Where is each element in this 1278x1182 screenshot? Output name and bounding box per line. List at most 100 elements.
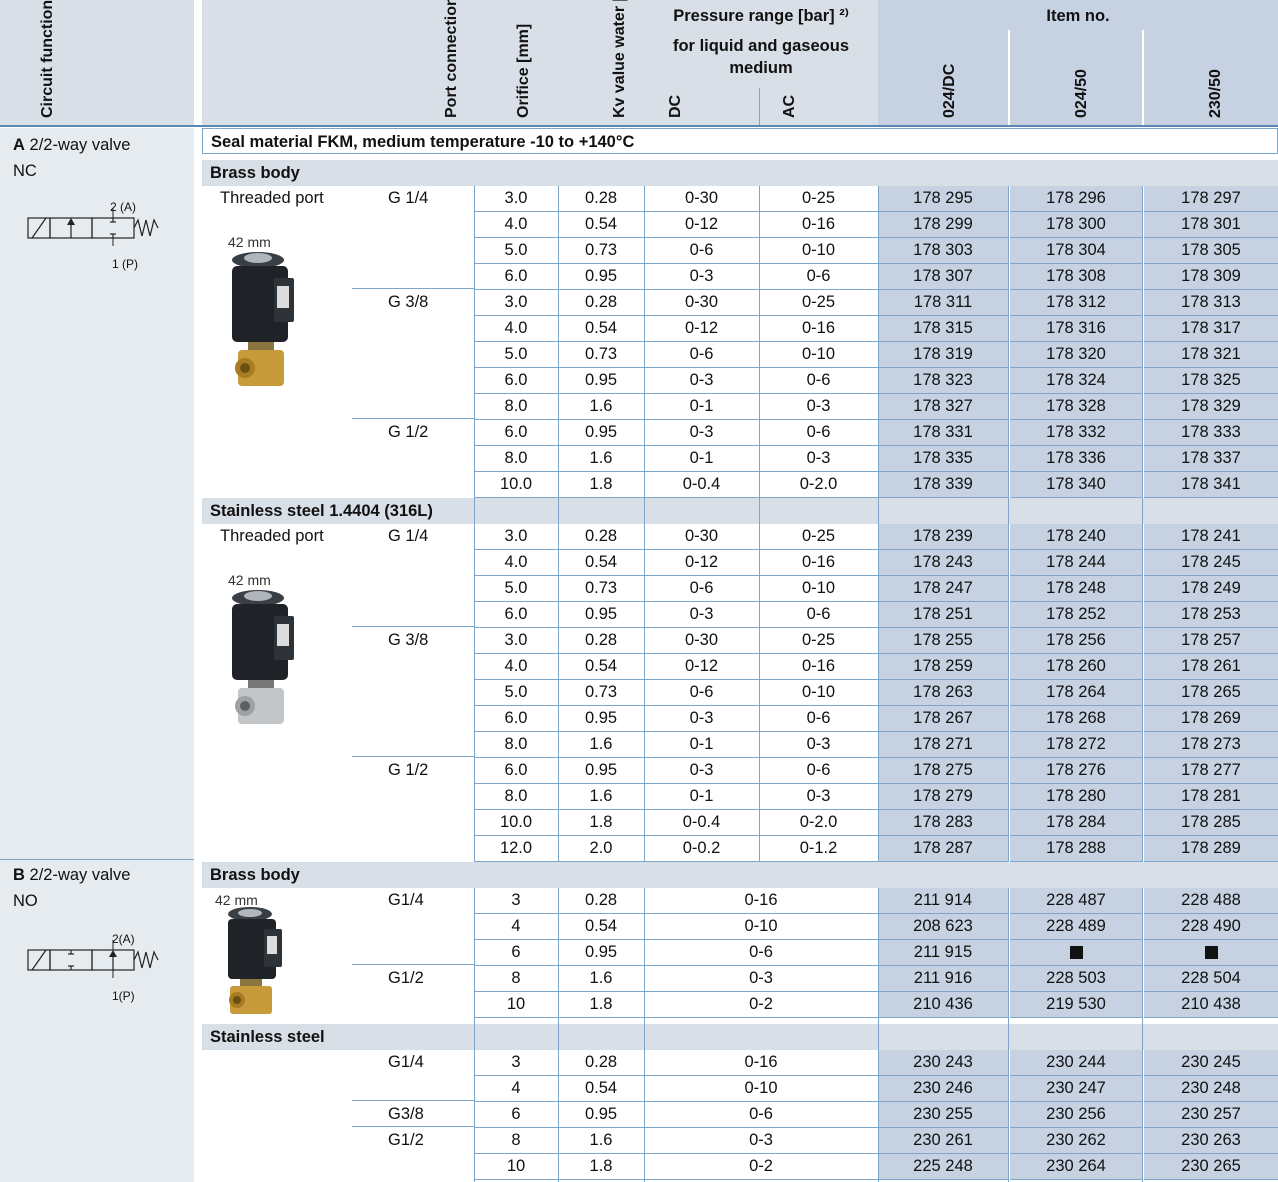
not-available-icon [1204, 946, 1218, 960]
item-no-cell: 178 273 [1144, 732, 1278, 758]
orifice-cell: 6.0 [474, 758, 558, 784]
table-row: G 3/8 3.0 0.28 0-30 0-25 178 255 178 256 178 25… [0, 628, 1278, 654]
header-item-no-title: Item no. [1046, 7, 1110, 25]
ac-cell: 0-6 [759, 420, 878, 446]
dc-cell: 0-3 [644, 758, 759, 784]
table-row: 5.0 0.73 0-6 0-10 178 303 178 304 178 305 [0, 238, 1278, 264]
dc-cell: 0-1 [644, 784, 759, 810]
item-no-cell: 178 240 [1010, 524, 1142, 550]
dc-cell: 0-30 [644, 186, 759, 212]
ac-cell: 0-16 [759, 212, 878, 238]
item-no-cell: 178 248 [1010, 576, 1142, 602]
orifice-cell: 8 [474, 1128, 558, 1154]
pressure-cell: 0-6 [644, 940, 878, 966]
kv-cell: 0.95 [558, 368, 644, 394]
item-no-cell: 230 255 [878, 1102, 1008, 1128]
port-cell: G1/2 [388, 1131, 424, 1149]
orifice-cell: 6 [474, 940, 558, 966]
item-no-cell: 178 245 [1144, 550, 1278, 576]
header-orifice-label: Orifice [mm] [515, 23, 532, 118]
ac-cell: 0-10 [759, 238, 878, 264]
kv-cell: 0.73 [558, 342, 644, 368]
ac-cell: 0-25 [759, 186, 878, 212]
orifice-cell: 3 [474, 1050, 558, 1076]
port-cell [352, 264, 474, 289]
orifice-cell: 3 [474, 888, 558, 914]
dc-cell: 0-0.4 [644, 810, 759, 836]
column-divider [474, 186, 475, 862]
kv-cell: 0.95 [558, 758, 644, 784]
table-row: 4 0.54 0-10 208 623 228 489 228 490 [0, 914, 1278, 940]
header-kv: Kv value water [m3/h] ¹⁾ [558, 0, 644, 126]
kv-cell: 1.6 [558, 394, 644, 420]
kv-cell: 1.6 [558, 966, 644, 992]
section-b-steel-title: Stainless steel [202, 1024, 1278, 1050]
ac-cell: 0-25 [759, 290, 878, 316]
section-a-steel-port-type: Threaded port [220, 527, 324, 545]
orifice-cell: 4.0 [474, 654, 558, 680]
dc-cell: 0-0.2 [644, 836, 759, 862]
item-no-cell: 178 283 [878, 810, 1008, 836]
item-no-cell: 225 248 [878, 1154, 1008, 1180]
steel-valve-image-icon [232, 590, 294, 724]
dc-cell: 0-3 [644, 420, 759, 446]
item-no-cell: 178 323 [878, 368, 1008, 394]
ac-cell: 0-25 [759, 628, 878, 654]
port-cell [352, 784, 474, 809]
kv-cell: 0.28 [558, 290, 644, 316]
port-cell [352, 342, 474, 367]
orifice-cell: 8.0 [474, 732, 558, 758]
item-no-cell: 178 276 [1010, 758, 1142, 784]
kv-cell: 0.95 [558, 1102, 644, 1128]
orifice-cell: 4 [474, 914, 558, 940]
header-item-col-3: 230/50 [1207, 69, 1224, 118]
item-no-cell: 230 256 [1010, 1102, 1142, 1128]
port-cell: G 1/4 [388, 527, 429, 545]
item-no-cell: 178 260 [1010, 654, 1142, 680]
orifice-cell: 12.0 [474, 836, 558, 862]
header-pressure: Pressure range [bar] ²⁾ for liquid and g… [644, 0, 878, 126]
column-divider [474, 888, 475, 1182]
item-no-cell: 208 623 [878, 914, 1008, 940]
orifice-cell: 10 [474, 1154, 558, 1180]
item-no-cell: 230 261 [878, 1128, 1008, 1154]
item-no-cell: 178 328 [1010, 394, 1142, 420]
column-divider [759, 186, 760, 524]
column-divider [558, 888, 559, 1182]
orifice-cell: 4.0 [474, 212, 558, 238]
item-no-cell: 178 325 [1144, 368, 1278, 394]
item-no-cell: 178 281 [1144, 784, 1278, 810]
item-no-cell: 211 914 [878, 888, 1008, 914]
item-no-cell: 178 340 [1010, 472, 1142, 498]
ac-cell: 0-6 [759, 602, 878, 628]
item-no-cell [1144, 940, 1278, 966]
kv-cell: 0.73 [558, 576, 644, 602]
orifice-cell: 8.0 [474, 394, 558, 420]
kv-cell: 1.6 [558, 784, 644, 810]
item-no-cell: 178 239 [878, 524, 1008, 550]
kv-cell: 0.28 [558, 524, 644, 550]
ac-cell: 0-6 [759, 368, 878, 394]
kv-cell: 1.6 [558, 732, 644, 758]
table-row: 5.0 0.73 0-6 0-10 178 319 178 320 178 321 [0, 342, 1278, 368]
item-no-cell: 178 285 [1144, 810, 1278, 836]
column-divider [878, 888, 879, 1182]
kv-cell: 0.95 [558, 602, 644, 628]
item-no-cell: 210 436 [878, 992, 1008, 1018]
item-no-cell: 178 317 [1144, 316, 1278, 342]
item-no-cell: 178 256 [1010, 628, 1142, 654]
item-no-cell: 178 255 [878, 628, 1008, 654]
item-no-cell: 178 264 [1010, 680, 1142, 706]
brass-no-valve-image-icon [228, 907, 282, 1014]
item-no-cell: 178 272 [1010, 732, 1142, 758]
dc-cell: 0-30 [644, 628, 759, 654]
column-divider [1142, 888, 1143, 1182]
table-row: 8.0 1.6 0-1 0-3 178 327 178 328 178 329 [0, 394, 1278, 420]
table-row: G 1/2 6.0 0.95 0-3 0-6 178 331 178 332 178 333 [0, 420, 1278, 446]
item-no-cell: 178 253 [1144, 602, 1278, 628]
table-row: 4.0 0.54 0-12 0-16 178 315 178 316 178 317 [0, 316, 1278, 342]
kv-cell: 1.6 [558, 446, 644, 472]
dc-cell: 0-30 [644, 524, 759, 550]
table-row: G 1/4 3.0 0.28 0-30 0-25 178 239 178 240 178 24… [0, 524, 1278, 550]
circuit-function-column [0, 128, 194, 1182]
